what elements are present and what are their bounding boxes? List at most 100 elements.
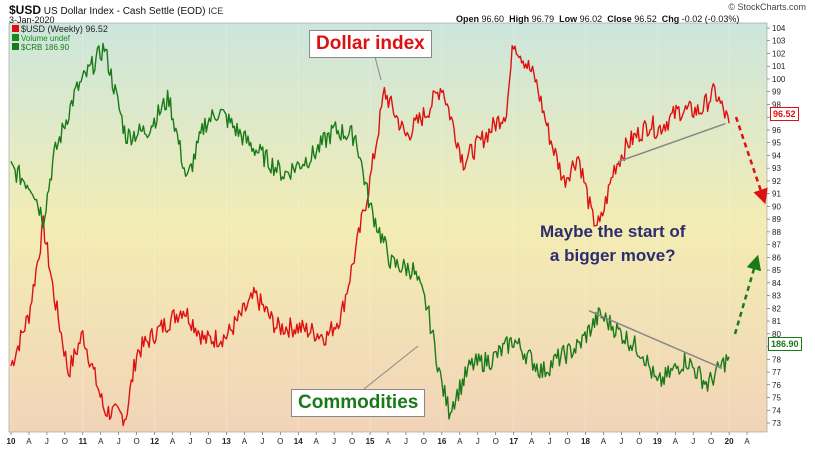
x-tick-label: 15: [366, 437, 375, 446]
y-tick-label: 89: [772, 215, 781, 224]
x-tick-label: 13: [222, 437, 231, 446]
x-tick-label: A: [457, 437, 463, 446]
usd-series-line: [10, 45, 730, 427]
x-tick-label: J: [117, 437, 121, 446]
y-tick-label: 83: [772, 292, 781, 301]
source-credit: © StockCharts.com: [728, 2, 806, 12]
legend-item-usd: $USD (Weekly) 96.52: [12, 25, 108, 34]
x-tick-label: O: [708, 437, 714, 446]
legend-usd-label: $USD (Weekly) 96.52: [21, 24, 108, 34]
y-tick-label: 103: [772, 37, 786, 46]
instrument-name: US Dollar Index - Cash Settle (EOD): [43, 6, 206, 17]
x-tick-label: A: [98, 437, 104, 446]
y-tick-label: 95: [772, 139, 781, 148]
y-tick-label: 98: [772, 100, 781, 109]
x-tick-label: A: [170, 437, 176, 446]
x-tick-label: J: [691, 437, 695, 446]
ohlc-readout: Open 96.60 High 96.79 Low 96.02 Close 96…: [456, 14, 739, 24]
x-tick-label: J: [45, 437, 49, 446]
x-tick-label: O: [349, 437, 355, 446]
legend-usd-swatch: [12, 25, 19, 32]
x-tick-label: O: [421, 437, 427, 446]
exchange-label: ICE: [208, 6, 224, 16]
low-value: 96.02: [579, 14, 603, 24]
x-tick-label: O: [134, 437, 140, 446]
y-tick-label: 87: [772, 241, 781, 250]
usd-trendline: [617, 122, 726, 163]
legend-item-crb: $CRB 186.90: [12, 43, 108, 52]
y-tick-label: 96: [772, 126, 781, 135]
y-tick-label: 74: [772, 406, 781, 415]
y-tick-label: 102: [772, 49, 786, 58]
x-tick-label: A: [601, 437, 607, 446]
y-tick-label: 78: [772, 355, 781, 364]
x-tick-label: J: [404, 437, 408, 446]
chart-title: $USD US Dollar Index - Cash Settle (EOD)…: [9, 3, 223, 17]
x-tick-label: O: [277, 437, 283, 446]
y-tick-label: 85: [772, 266, 781, 275]
x-tick-label: 19: [653, 437, 662, 446]
y-tick-label: 88: [772, 228, 781, 237]
commodities-callout-pointer: [363, 345, 419, 390]
chg-label: Chg: [661, 14, 680, 24]
x-tick-label: O: [493, 437, 499, 446]
legend-crb-label: $CRB 186.90: [21, 43, 70, 52]
y-tick-label: 80: [772, 330, 781, 339]
x-tick-label: A: [529, 437, 535, 446]
y-tick-label: 100: [772, 75, 786, 84]
x-axis: 10 A J O 11 A J O 12 A J O 13 A J O 14 A J O 15 A J O 16 A J O 17 A J O…: [7, 432, 750, 446]
x-tick-label: J: [548, 437, 552, 446]
x-tick-label: 16: [437, 437, 446, 446]
y-axis: 7374757677787980818283848586878889909192…: [767, 24, 786, 428]
x-tick-label: A: [744, 437, 750, 446]
x-tick-label: 10: [7, 437, 16, 446]
y-tick-label: 84: [772, 279, 781, 288]
series-group: [10, 42, 730, 427]
crb-last-value-badge: 186.90: [768, 337, 802, 351]
open-value: 96.60: [481, 14, 505, 24]
x-tick-label: O: [205, 437, 211, 446]
y-tick-label: 101: [772, 62, 786, 71]
y-tick-label: 77: [772, 368, 781, 377]
x-tick-label: 20: [725, 437, 734, 446]
y-tick-label: 75: [772, 394, 781, 403]
crb-forecast-arrow: [733, 254, 762, 335]
y-tick-label: 94: [772, 151, 781, 160]
commodities-callout: Commodities: [291, 389, 426, 417]
y-tick-label: 81: [772, 317, 781, 326]
y-tick-label: 86: [772, 253, 781, 262]
low-label: Low: [559, 14, 578, 24]
trendlines: [588, 122, 726, 369]
ticker-symbol: $USD: [9, 3, 42, 17]
chg-value: -0.02 (-0.03%): [681, 14, 740, 24]
x-tick-label: J: [619, 437, 623, 446]
x-tick-label: 14: [294, 437, 303, 446]
legend-item-volume: Volume undef: [12, 34, 108, 43]
y-tick-label: 92: [772, 177, 781, 186]
x-tick-label: O: [62, 437, 68, 446]
x-tick-label: A: [26, 437, 32, 446]
crb-series-line: [10, 42, 730, 420]
high-value: 96.79: [531, 14, 555, 24]
y-tick-label: 73: [772, 419, 781, 428]
x-tick-label: J: [476, 437, 480, 446]
question-line-2: a bigger move?: [549, 246, 676, 265]
x-tick-label: A: [673, 437, 679, 446]
y-tick-label: 90: [772, 202, 781, 211]
x-tick-label: O: [636, 437, 642, 446]
open-label: Open: [456, 14, 480, 24]
x-tick-label: 17: [509, 437, 518, 446]
x-tick-label: J: [189, 437, 193, 446]
usd-last-value-badge: 96.52: [770, 107, 799, 121]
x-tick-label: J: [332, 437, 336, 446]
y-tick-label: 82: [772, 304, 781, 313]
y-tick-label: 104: [772, 24, 786, 33]
x-tick-label: O: [564, 437, 570, 446]
y-tick-label: 93: [772, 164, 781, 173]
x-tick-label: J: [260, 437, 264, 446]
close-label: Close: [607, 14, 632, 24]
legend: $USD (Weekly) 96.52 Volume undef $CRB 18…: [12, 25, 108, 52]
legend-crb-swatch: [12, 43, 19, 50]
legend-volume-swatch: [12, 34, 19, 41]
